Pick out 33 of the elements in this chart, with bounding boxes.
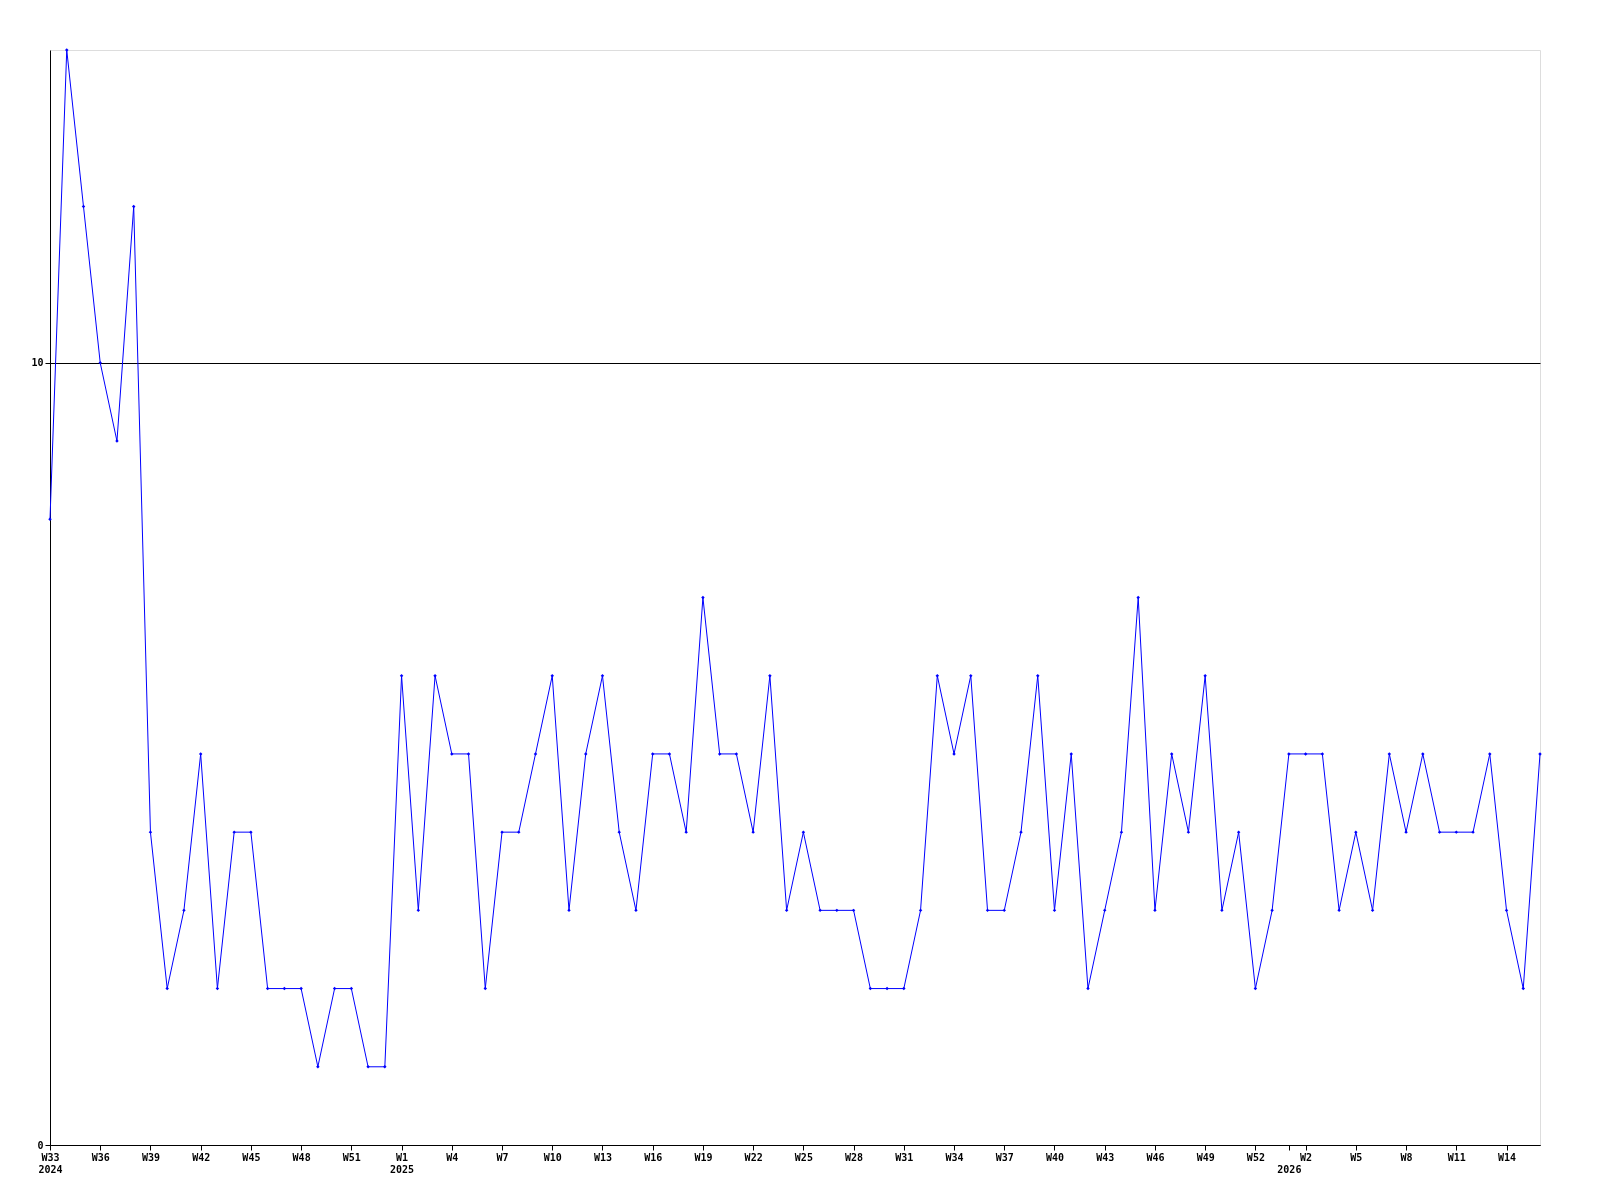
y-tick-label: 0 xyxy=(37,1139,44,1151)
x-tick-label: W49 xyxy=(1196,1151,1215,1163)
x-tick-label: W37 xyxy=(995,1151,1014,1163)
x-tick-label: W5 xyxy=(1350,1151,1363,1163)
x-tick-label: W34 xyxy=(945,1151,964,1163)
x-tick-label: W36 xyxy=(91,1151,110,1163)
x-tick-label: W40 xyxy=(1045,1151,1065,1163)
x-tick-label: W42 xyxy=(192,1151,211,1163)
x-tick-label: W33 2024 xyxy=(38,1151,63,1175)
x-tick-label: W7 xyxy=(496,1151,509,1163)
x-tick-label: W43 xyxy=(1096,1151,1115,1163)
x-tick-label: W46 xyxy=(1146,1151,1165,1163)
x-tick-label: W16 xyxy=(644,1151,663,1163)
x-tick-label: W31 xyxy=(895,1151,914,1163)
x-tick-label: W4 xyxy=(446,1151,459,1163)
x-tick-label: W48 xyxy=(292,1151,311,1163)
x-tick-label: W14 xyxy=(1497,1151,1517,1163)
x-tick-label: W45 xyxy=(242,1151,261,1163)
x-tick-label: W11 xyxy=(1447,1151,1466,1163)
x-tick-label: W1 2025 xyxy=(390,1151,415,1175)
x-tick-label: W19 xyxy=(694,1151,713,1163)
x-tick-label: W51 xyxy=(342,1151,361,1163)
y-tick-label: 10 xyxy=(31,357,44,369)
x-tick-label: W52 xyxy=(1246,1151,1265,1163)
x-tick-label: W22 xyxy=(744,1151,763,1163)
x-tick-label: W39 xyxy=(141,1151,160,1163)
x-tick-label: W25 xyxy=(794,1151,813,1163)
x-tick-label: W2 xyxy=(1300,1151,1313,1163)
x-tick-label: W10 xyxy=(543,1151,562,1163)
x-tick-label: W8 xyxy=(1400,1151,1413,1163)
x-tick-label: W28 xyxy=(845,1151,864,1163)
x-tick-label: W13 xyxy=(593,1151,612,1163)
x-tick-label: 2026 xyxy=(1277,1163,1302,1175)
